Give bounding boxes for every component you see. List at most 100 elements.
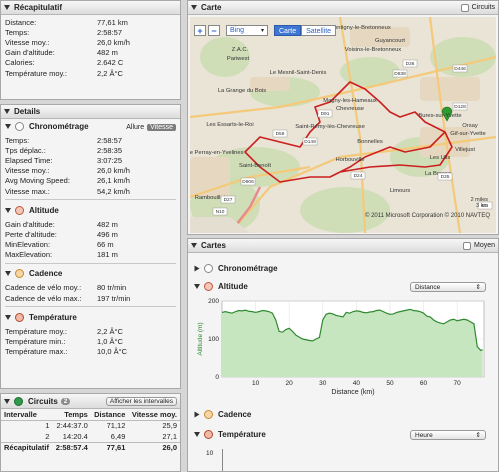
- collapse-triangle-icon[interactable]: [191, 5, 197, 10]
- show-intervals-button[interactable]: Afficher les intervalles: [105, 396, 177, 406]
- altitude-section-header[interactable]: Altitude: [1, 203, 180, 217]
- column-header[interactable]: Temps: [52, 409, 91, 421]
- chrono-chart-header[interactable]: Chronométrage: [190, 261, 278, 275]
- road-badge: [477, 201, 493, 210]
- details-panel: Details Chronométrage Allure Vitesse Temp…: [0, 104, 181, 389]
- divider: [5, 199, 176, 201]
- divider: [5, 262, 176, 264]
- zoom-out-button[interactable]: −: [208, 25, 220, 36]
- stat-value: 2:58:35: [97, 145, 123, 155]
- vitesse-toggle[interactable]: Vitesse: [147, 123, 176, 131]
- collapse-triangle-icon[interactable]: [194, 431, 200, 437]
- cadence-icon: [15, 269, 24, 279]
- stat-value: 66 m: [97, 240, 114, 250]
- circuits-checkbox[interactable]: [460, 3, 469, 12]
- place-label: Magny-les-Hameaux: [323, 98, 377, 104]
- cadence-section-header[interactable]: Cadence: [1, 267, 180, 281]
- details-header[interactable]: Details: [1, 105, 180, 119]
- column-header[interactable]: Distance: [90, 409, 129, 421]
- circuits-panel: Circuits 2 Afficher les intervalles Inter…: [0, 393, 181, 472]
- temperature-axis-line: [222, 449, 223, 471]
- expand-triangle-icon[interactable]: [194, 265, 200, 271]
- chrono-rows: Temps: 2:58:57 Tps déplac.: 2:58:35 Elapsed …: [1, 133, 180, 196]
- table-cell: 2:58:57.4: [55, 443, 88, 453]
- stat-value: 26,0 km/h: [97, 37, 130, 47]
- stat-row: Tps déplac.: 2:58:35: [5, 145, 180, 155]
- stat-label: Température moy.:: [5, 326, 67, 336]
- summary-header[interactable]: Récapitulatif: [1, 1, 180, 15]
- altitude-axis-select[interactable]: Distance ⇕: [410, 282, 486, 292]
- road-badge: [437, 172, 453, 181]
- column-header[interactable]: Intervalle: [1, 409, 53, 421]
- collapse-triangle-icon[interactable]: [191, 243, 197, 248]
- collapse-triangle-icon[interactable]: [5, 207, 11, 213]
- road-label: D906: [242, 179, 254, 185]
- stat-row: MaxElevation: 181 m: [5, 250, 180, 260]
- stat-label: Vitesse moy.:: [5, 166, 50, 176]
- x-tick-label: 10: [252, 380, 260, 387]
- collapse-triangle-icon[interactable]: [194, 283, 200, 289]
- map-scale: 2 miles 3 km: [471, 197, 488, 209]
- satellite-view-button[interactable]: Satellite: [301, 25, 337, 36]
- stat-value: 496 m: [97, 229, 118, 239]
- stat-row: Vitesse max.: 54,2 km/h: [5, 186, 180, 196]
- moyen-checkbox[interactable]: [462, 241, 471, 250]
- map-header[interactable]: Carte Circuits: [188, 1, 498, 15]
- y-tick-label: 0: [215, 374, 219, 381]
- temperature-section-header[interactable]: Température: [1, 310, 180, 324]
- table-row[interactable]: 1 2:44:37.0 71,12 25,9: [1, 420, 180, 431]
- charts-header[interactable]: Cartes Moyen: [188, 239, 498, 253]
- collapse-triangle-icon[interactable]: [5, 271, 11, 277]
- collapse-triangle-icon[interactable]: [5, 123, 11, 129]
- summary-panel: Récapitulatif Distance: 77,61 km Temps: 2:5…: [0, 0, 181, 100]
- circuits-table-body: 1 2:44:37.0 71,12 25,9 2 14:20.4 6,49 27,1 Récap…: [1, 420, 180, 453]
- expand-triangle-icon[interactable]: [194, 411, 200, 417]
- map-view-button[interactable]: Carte: [274, 25, 302, 36]
- column-header[interactable]: Vitesse moy.: [128, 409, 180, 421]
- stat-label: Cadence de vélo max.:: [5, 293, 82, 303]
- road-label: N10: [216, 209, 225, 215]
- zoom-in-button[interactable]: +: [194, 25, 206, 36]
- temperature-axis-select[interactable]: Heure ⇕: [410, 430, 486, 440]
- place-label: Guyancourt: [375, 38, 405, 44]
- x-tick-label: 50: [386, 380, 394, 387]
- place-label: Gif-sur-Yvette: [450, 131, 485, 137]
- stat-label: Vitesse max.:: [5, 186, 50, 196]
- table-total-row[interactable]: Récapitulatif 2:58:57.4 77,61 26,0: [1, 442, 180, 453]
- map-view[interactable]: Montigny-le-Bretonneux Guyancourt Voisins-…: [190, 17, 496, 233]
- stat-row: Perte d'altitude: 496 m: [5, 229, 180, 239]
- road-badge: [220, 195, 236, 204]
- stat-value: 2:58:57: [97, 27, 123, 37]
- chrono-section-header[interactable]: Chronométrage Allure Vitesse: [1, 119, 180, 133]
- circuits-header[interactable]: Circuits 2 Afficher les intervalles: [1, 394, 180, 409]
- stat-value: 2,2 Â°C: [97, 68, 123, 78]
- cadence-chart-header[interactable]: Cadence: [190, 407, 251, 421]
- cadence-title: Cadence: [29, 269, 63, 279]
- stat-label: MaxElevation:: [5, 250, 53, 260]
- allure-toggle[interactable]: Allure: [126, 123, 145, 131]
- chrono-title: Chronométrage: [29, 121, 89, 131]
- table-row[interactable]: 2 14:20.4 6,49 27,1: [1, 431, 180, 442]
- forest-area: [210, 147, 300, 187]
- map-provider-select[interactable]: Bing ▾: [226, 25, 268, 36]
- place-label: Les Essarts-le-Roi: [206, 122, 253, 128]
- summary-title: Récapitulatif: [14, 3, 63, 12]
- y-tick-label: 200: [208, 298, 219, 305]
- collapse-triangle-icon[interactable]: [4, 109, 10, 114]
- altitude-chart-header[interactable]: Altitude: [190, 279, 248, 293]
- collapse-triangle-icon[interactable]: [4, 5, 10, 10]
- temperature-chart[interactable]: 10: [192, 449, 492, 471]
- forest-area: [430, 37, 496, 77]
- collapse-triangle-icon[interactable]: [5, 314, 11, 320]
- place-label: Rambouillet: [195, 195, 226, 201]
- temperature-chart-header[interactable]: Température: [190, 427, 266, 441]
- road-label: D838: [394, 71, 406, 77]
- thermometer-icon: [204, 429, 213, 439]
- collapse-triangle-icon[interactable]: [4, 398, 10, 404]
- cadence-chart-title: Cadence: [218, 409, 252, 419]
- start-marker-icon: [441, 106, 453, 122]
- stat-row: Cadence de vélo moy.: 80 tr/min: [5, 283, 180, 293]
- altitude-chart[interactable]: 10 20 30 40 50 60 70 0 100 200 Distance (km) Altitu…: [192, 297, 492, 405]
- stat-label: Distance:: [5, 17, 37, 27]
- map-canvas[interactable]: Montigny-le-Bretonneux Guyancourt Voisins-…: [190, 17, 496, 233]
